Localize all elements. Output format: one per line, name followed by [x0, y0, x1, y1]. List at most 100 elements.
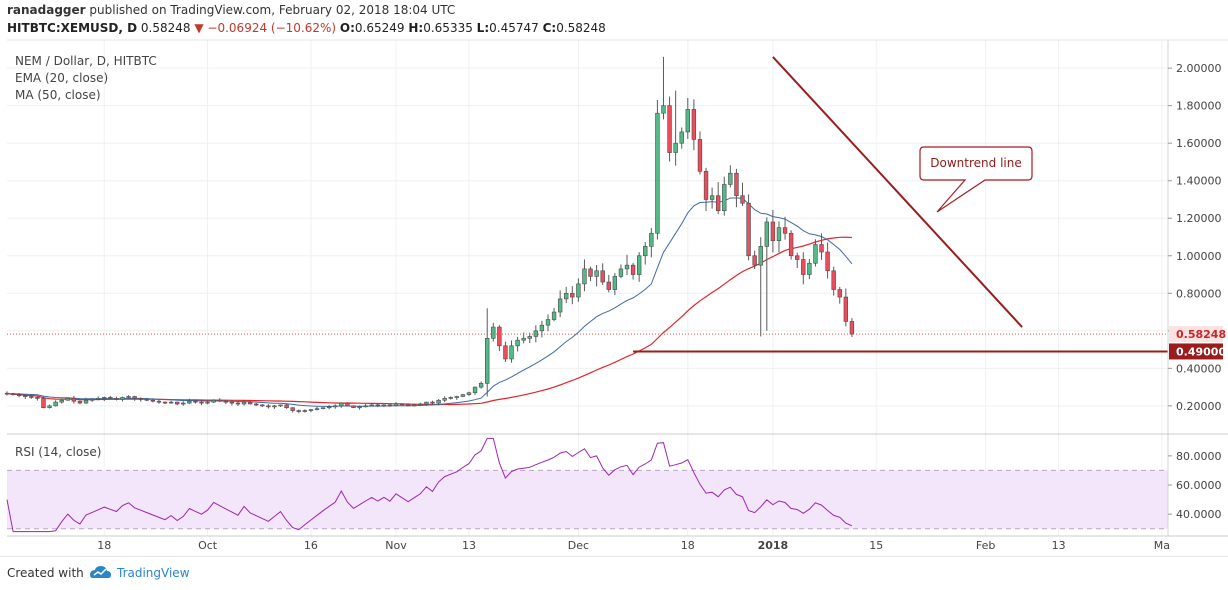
candle-body — [59, 399, 64, 403]
candle-body — [448, 397, 453, 399]
candle-body — [819, 244, 824, 253]
candle-body — [557, 298, 563, 313]
candle-body — [175, 401, 180, 405]
price-chart[interactable]: 0.200000.400000.600000.800001.000001.200… — [0, 0, 1228, 556]
time-tick-label: Dec — [568, 539, 589, 552]
candle-body — [837, 289, 842, 298]
candle-body — [132, 396, 137, 399]
candle-body — [144, 398, 149, 401]
candle-body — [114, 398, 119, 400]
candle-body — [825, 251, 830, 272]
rsi-legend: RSI (14, close) — [15, 445, 101, 459]
price-tick-label: 2.00000 — [1176, 62, 1222, 75]
candle-body — [308, 409, 314, 411]
candle-body — [551, 311, 557, 320]
candle-body — [764, 221, 770, 247]
price-tick-label: 1.00000 — [1176, 250, 1222, 263]
candle-body — [418, 403, 423, 406]
candle-body — [223, 400, 229, 403]
candle-body — [697, 139, 703, 172]
author-name[interactable]: ranadagger — [7, 3, 86, 17]
last-price-tag — [1169, 326, 1223, 343]
candle-body — [618, 268, 624, 277]
price-tick-label: 1.20000 — [1176, 212, 1222, 225]
candle-body — [333, 405, 338, 408]
candle-body — [369, 404, 374, 407]
time-tick-label: 16 — [304, 539, 318, 552]
price-tick-label: 1.40000 — [1176, 175, 1222, 188]
grid — [7, 40, 1168, 536]
price-change: −0.06924 (−10.62%) — [207, 21, 337, 35]
candle-body — [199, 401, 204, 404]
candle-body — [387, 404, 393, 407]
time-tick-label: Nov — [385, 539, 407, 552]
change-down-icon: ▼ — [194, 21, 204, 35]
price-tick-label: 0.40000 — [1176, 362, 1222, 375]
candle-body — [381, 404, 387, 407]
candle-body — [478, 383, 484, 388]
candle-body — [53, 401, 58, 407]
candle-body — [363, 405, 368, 408]
candle-body — [326, 406, 332, 409]
candle-body — [612, 276, 618, 290]
tradingview-link[interactable]: TradingView — [117, 566, 190, 580]
time-tick-label: 15 — [869, 539, 883, 552]
rsi-band-fill — [7, 470, 1168, 529]
candle-body — [728, 172, 733, 185]
candle-body — [193, 400, 198, 403]
support-price-tag — [1169, 343, 1223, 360]
candle-body — [393, 403, 399, 407]
candle-body — [430, 401, 435, 404]
candle-body — [661, 105, 666, 114]
candle-body — [576, 283, 581, 298]
candle-body — [290, 407, 295, 411]
candle-body — [168, 401, 174, 404]
publish-info: published on TradingView.com, February 0… — [89, 3, 456, 17]
price-axis[interactable]: 0.200000.400000.600000.800001.000001.200… — [1168, 62, 1222, 413]
tradingview-logo-icon[interactable] — [88, 563, 112, 581]
close-label: C: — [542, 21, 557, 35]
created-with-label: Created with — [7, 566, 84, 580]
ma-50-line — [6, 236, 852, 406]
candle-body — [345, 402, 350, 407]
candle-body — [709, 195, 715, 200]
candle-body — [10, 393, 16, 395]
time-axis[interactable]: 18 Oct 16 Nov 13 Dec 18 2018 15 Feb 13 Ma — [97, 539, 1170, 552]
candle-body — [497, 326, 502, 347]
candle-body — [813, 244, 818, 264]
candle-body — [47, 405, 52, 409]
candle-body — [636, 255, 642, 275]
time-tick-label: 13 — [1052, 539, 1066, 552]
downtrend-callout[interactable]: Downtrend line — [919, 146, 1033, 213]
candle-body — [235, 402, 241, 405]
candle-body — [284, 404, 289, 409]
candle-body — [41, 398, 46, 409]
candle-body — [424, 401, 429, 405]
candle-body — [624, 264, 630, 270]
candle-body — [630, 264, 636, 275]
candle-body — [539, 324, 545, 332]
low-value: 0.45747 — [489, 21, 539, 35]
ema-20-line — [6, 197, 853, 407]
candle-body — [466, 392, 472, 395]
price-tick-label: 1.60000 — [1176, 137, 1222, 150]
candle-body — [807, 262, 812, 275]
candle-body — [247, 401, 253, 405]
price-tags: 0.58248 0.49000 — [1169, 326, 1226, 360]
downtrend-label: Downtrend line — [930, 156, 1021, 170]
last-price: 0.58248 — [140, 21, 191, 35]
price-tick-label: 0.80000 — [1176, 287, 1222, 300]
candles — [4, 56, 855, 414]
candle-body — [655, 112, 660, 234]
candle-body — [752, 255, 757, 266]
rsi-line — [6, 437, 853, 533]
candle-body — [302, 410, 308, 412]
candle-body — [399, 403, 405, 406]
candle-body — [776, 227, 782, 242]
candle-body — [181, 402, 186, 405]
price-tick-label: 1.80000 — [1176, 100, 1222, 113]
candle-body — [278, 404, 283, 407]
symbol-label[interactable]: HITBTC:XEMUSD, D — [7, 21, 138, 35]
drawing-overlays[interactable] — [7, 56, 1168, 353]
candle-body — [254, 403, 259, 406]
